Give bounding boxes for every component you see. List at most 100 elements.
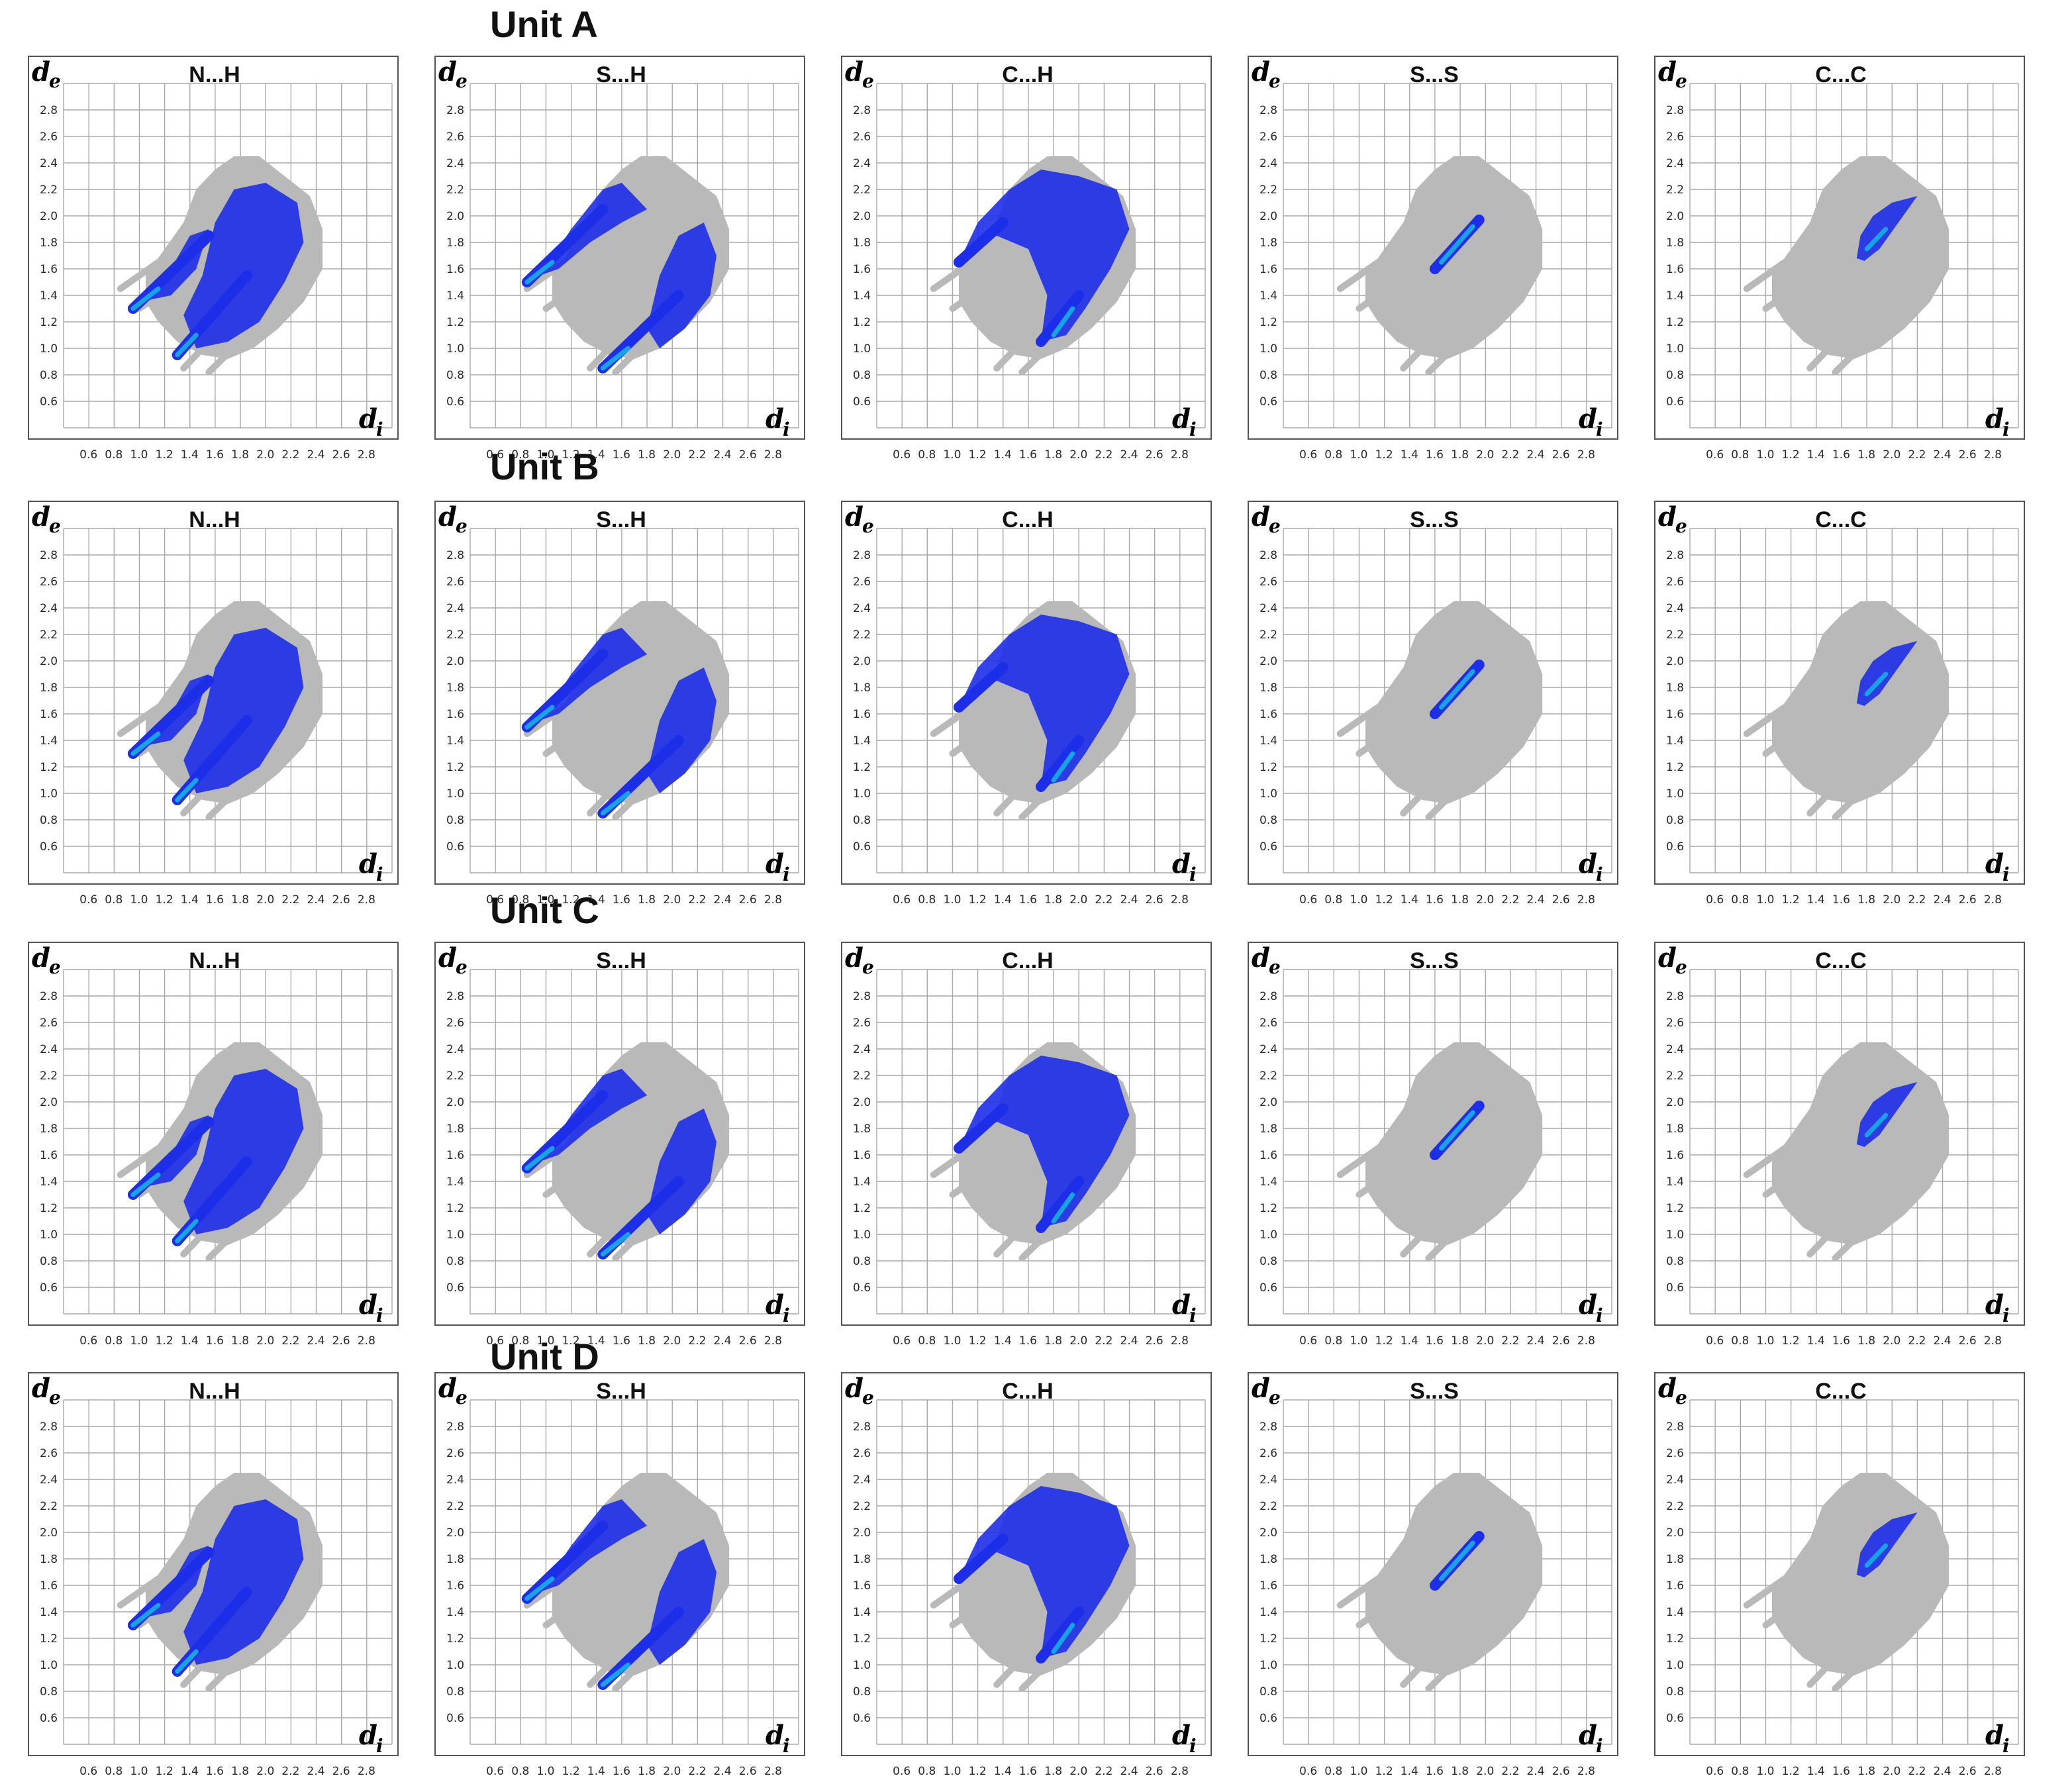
x-tick-label: 1.0 (130, 1334, 148, 1348)
x-axis-label-sub: i (2002, 864, 2010, 885)
contact-type-label: S...H (596, 62, 646, 87)
x-tick-label: 1.0 (943, 893, 961, 907)
x-tick-label: 0.8 (1324, 893, 1342, 907)
y-tick-label: 0.8 (40, 814, 58, 827)
x-tick-label: 1.6 (1426, 1765, 1444, 1778)
x-tick-label: 1.0 (1756, 1334, 1774, 1348)
x-tick-label: 1.8 (1451, 1765, 1469, 1778)
x-tick-label: 2.4 (1934, 893, 1951, 907)
fingerprint-panel: 0.6 0.8 1.0 1.2 1.4 1.6 1.8 2.0 2.2 2.4 2.6 2.8 0.6 0… (841, 1372, 1212, 1778)
x-tick-label: 1.6 (1019, 1334, 1037, 1348)
y-tick-label: 0.6 (1666, 1712, 1684, 1725)
x-tick-label: 1.6 (1832, 1334, 1850, 1348)
x-tick-label: 2.4 (1934, 448, 1951, 462)
x-tick-label: 1.6 (1832, 448, 1850, 462)
x-tick-label: 2.2 (1095, 1765, 1112, 1778)
x-tick-label: 1.0 (536, 1765, 554, 1778)
y-tick-label: 1.0 (853, 1659, 871, 1672)
x-tick-label: 1.0 (130, 1765, 148, 1778)
x-tick-label: 2.0 (256, 448, 274, 462)
y-tick-label: 2.2 (40, 183, 58, 197)
x-tick-label: 2.6 (1146, 893, 1163, 907)
y-tick-label: 1.8 (1666, 1122, 1684, 1136)
x-axis-label: d (765, 1289, 784, 1320)
y-tick-label: 2.2 (40, 628, 58, 642)
x-tick-label: 2.6 (332, 448, 350, 462)
y-axis-label-sub: e (862, 1387, 874, 1409)
y-tick-label: 1.2 (1666, 761, 1684, 774)
selected-contact-region (539, 1069, 648, 1162)
y-tick-label: 0.8 (1259, 1255, 1277, 1268)
y-tick-label: 2.8 (853, 1420, 871, 1434)
x-tick-label: 1.6 (613, 1334, 630, 1348)
x-tick-label: 2.8 (1171, 893, 1189, 907)
high-density-contact (1439, 224, 1475, 265)
contact-type-label: C...H (1002, 1379, 1053, 1404)
high-density-contact (524, 1146, 555, 1171)
x-axis-label-sub: i (783, 1735, 790, 1757)
contact-type-label: C...C (1815, 948, 1866, 973)
x-tick-label: 1.8 (638, 1765, 656, 1778)
y-tick-label: 2.4 (40, 602, 58, 615)
y-tick-label: 2.0 (1259, 1526, 1277, 1540)
fingerprint-panel: 0.6 0.8 1.0 1.2 1.4 1.6 1.8 2.0 2.2 2.4 2.6 2.8 0.6 0… (28, 942, 399, 1348)
y-tick-label: 2.4 (1666, 1473, 1684, 1487)
high-density-contact (1864, 671, 1889, 697)
x-tick-label: 2.0 (1476, 893, 1494, 907)
all-contacts-spike (587, 1642, 632, 1688)
y-tick-label: 1.4 (446, 289, 464, 303)
x-tick-label: 2.4 (1120, 893, 1138, 907)
contact-type-label: N...H (189, 62, 240, 87)
all-contacts-spike (612, 1218, 657, 1262)
x-tick-label: 2.0 (663, 1765, 681, 1778)
fingerprint-panel: 0.6 0.8 1.0 1.2 1.4 1.6 1.8 2.0 2.2 2.4 2.6 2.8 0.6 0… (28, 56, 399, 462)
all-contacts-region (1365, 1473, 1543, 1675)
x-axis-label-sub: i (783, 419, 790, 440)
all-contacts-spike (1762, 1165, 1807, 1198)
y-tick-label: 0.8 (853, 814, 871, 827)
x-tick-label: 0.6 (1299, 448, 1317, 462)
y-tick-label: 0.8 (1666, 814, 1684, 827)
y-tick-label: 0.6 (853, 1712, 871, 1725)
all-contacts-spike (612, 332, 657, 375)
y-tick-label: 1.2 (853, 316, 871, 329)
x-tick-label: 1.0 (943, 1765, 961, 1778)
x-tick-label: 1.6 (1832, 893, 1850, 907)
x-tick-label: 1.8 (638, 893, 656, 907)
y-tick-label: 2.6 (1666, 1447, 1684, 1460)
x-axis-label-sub: i (1189, 1735, 1197, 1757)
y-tick-label: 0.6 (853, 395, 871, 409)
fingerprint-plot: 0.6 0.8 1.0 1.2 1.4 1.6 1.8 2.0 2.2 2.4 2.6 2.8 0.6 0… (1658, 1373, 2019, 1778)
contact-type-label: N...H (189, 1379, 240, 1404)
y-tick-label: 2.8 (1666, 990, 1684, 1003)
high-density-contact (1051, 1192, 1075, 1224)
all-contacts-spike (587, 325, 632, 372)
y-tick-label: 1.0 (853, 342, 871, 356)
x-axis-label-sub: i (1596, 1305, 1603, 1326)
x-tick-label: 0.8 (1731, 448, 1749, 462)
fingerprint-plot: 0.6 0.8 1.0 1.2 1.4 1.6 1.8 2.0 2.2 2.4 2.6 2.8 0.6 0… (1252, 1373, 1612, 1778)
y-axis-label: d (845, 1373, 863, 1404)
y-tick-label: 1.0 (1259, 1659, 1277, 1672)
x-tick-label: 0.8 (918, 893, 936, 907)
x-tick-label: 2.2 (1095, 1334, 1112, 1348)
y-tick-label: 1.2 (40, 1632, 58, 1646)
x-tick-label: 2.4 (307, 448, 325, 462)
y-tick-label: 0.6 (1666, 395, 1684, 409)
selected-contact-region (959, 1486, 1130, 1658)
x-tick-label: 0.6 (1706, 1334, 1724, 1348)
x-tick-label: 2.8 (1984, 1334, 2002, 1348)
x-tick-label: 2.8 (1984, 448, 2002, 462)
x-tick-label: 1.4 (587, 1765, 605, 1778)
fingerprint-plot: 0.6 0.8 1.0 1.2 1.4 1.6 1.8 2.0 2.2 2.4 2.6 2.8 0.6 0… (32, 1373, 393, 1778)
x-tick-label: 2.8 (764, 1765, 782, 1778)
x-tick-label: 2.8 (1171, 448, 1189, 462)
x-tick-label: 2.2 (281, 893, 299, 907)
high-density-contact (1439, 1110, 1475, 1151)
y-tick-label: 1.4 (1259, 1175, 1277, 1189)
x-tick-label: 0.6 (893, 1334, 911, 1348)
y-tick-label: 2.4 (1666, 1043, 1684, 1056)
high-density-contact (175, 1218, 199, 1244)
x-tick-label: 1.8 (1451, 1334, 1469, 1348)
x-tick-label: 1.2 (1782, 1765, 1800, 1778)
